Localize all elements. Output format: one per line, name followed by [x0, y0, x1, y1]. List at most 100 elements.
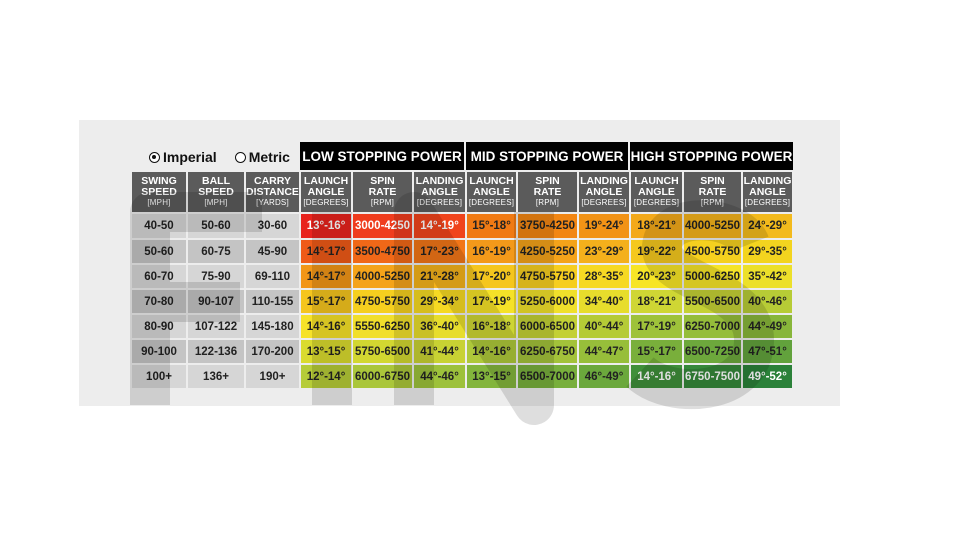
low-landing-angle-cell: 17°-23° — [414, 240, 465, 263]
carry-distance-cell: 110-155 — [246, 290, 299, 313]
mid-landing-angle-cell: 34°-40° — [579, 290, 629, 313]
high-spin-rate-cell: 4500-5750 — [684, 240, 741, 263]
low-landing-angle-cell: 41°-44° — [414, 340, 465, 363]
header-unit: [DEGREES] — [303, 198, 349, 207]
high-launch-angle-cell: 18°-21° — [631, 290, 682, 313]
low-launch-angle-cell: 14°-16° — [301, 315, 351, 338]
mid-spin-rate-cell: 4250-5250 — [518, 240, 577, 263]
header-title-line: RATE — [698, 186, 727, 198]
header-carry-distance: CARRY DISTANCE [YARDS] — [246, 172, 299, 212]
high-spin-rate-cell: 5000-6250 — [684, 265, 741, 288]
high-launch-angle-cell: 19°-22° — [631, 240, 682, 263]
high-landing-angle-cell: 29°-35° — [743, 240, 792, 263]
swing-speed-cell: 40-50 — [132, 214, 186, 238]
header-title-line: CARRY — [254, 175, 291, 187]
low-launch-angle-cell: 12°-14° — [301, 365, 351, 388]
carry-distance-cell: 145-180 — [246, 315, 299, 338]
low-launch-angle-cell: 15°-17° — [301, 290, 351, 313]
header-low-landing-angle: LANDING ANGLE [DEGREES] — [414, 172, 465, 212]
mid-landing-angle-cell: 46°-49° — [579, 365, 629, 388]
ball-speed-cell: 60-75 — [188, 240, 244, 263]
imperial-radio[interactable]: Imperial — [149, 149, 217, 165]
low-spin-rate-cell: 4000-5250 — [353, 265, 412, 288]
metric-radio[interactable]: Metric — [234, 149, 290, 165]
header-title-line: DISTANCE — [246, 186, 299, 198]
mid-spin-rate-cell: 6000-6500 — [518, 315, 577, 338]
header-title-line: RATE — [533, 186, 562, 198]
header-title-line: LAUNCH — [303, 175, 349, 187]
low-launch-angle-cell: 13°-15° — [301, 340, 351, 363]
mid-landing-angle-cell: 23°-29° — [579, 240, 629, 263]
imperial-label: Imperial — [163, 149, 217, 165]
header-high-launch-angle: LAUNCH ANGLE [DEGREES] — [631, 172, 682, 212]
high-landing-angle-cell: 47°-51° — [743, 340, 792, 363]
header-unit: [YARDS] — [256, 198, 289, 207]
header-title-line: RATE — [368, 186, 397, 198]
swing-speed-cell: 70-80 — [132, 290, 186, 313]
group-high-stopping-power: HIGH STOPPING POWER — [630, 142, 793, 170]
mid-launch-angle-cell: 16°-19° — [467, 240, 516, 263]
header-title-line: LANDING — [743, 175, 792, 187]
header-low-launch-angle: LAUNCH ANGLE [DEGREES] — [301, 172, 351, 212]
header-unit: [MPH] — [204, 198, 228, 207]
high-launch-angle-cell: 15°-17° — [631, 340, 682, 363]
mid-landing-angle-cell: 19°-24° — [579, 214, 629, 238]
carry-distance-cell: 170-200 — [246, 340, 299, 363]
header-unit: [DEGREES] — [468, 198, 515, 207]
high-launch-angle-cell: 20°-23° — [631, 265, 682, 288]
header-title-line: SPEED — [141, 186, 177, 198]
ball-speed-cell: 75-90 — [188, 265, 244, 288]
header-high-landing-angle: LANDING ANGLE [DEGREES] — [743, 172, 792, 212]
carry-distance-cell: 69-110 — [246, 265, 299, 288]
header-unit: [RPM] — [370, 198, 395, 207]
high-landing-angle-cell: 24°-29° — [743, 214, 792, 238]
high-landing-angle-cell: 40°-46° — [743, 290, 792, 313]
low-spin-rate-cell: 4750-5750 — [353, 290, 412, 313]
header-title-line: ANGLE — [749, 186, 786, 198]
metric-label: Metric — [248, 149, 290, 165]
ball-speed-cell: 107-122 — [188, 315, 244, 338]
mid-launch-angle-cell: 17°-20° — [467, 265, 516, 288]
mid-launch-angle-cell: 16°-18° — [467, 315, 516, 338]
header-title-line: LAUNCH — [469, 175, 514, 187]
mid-spin-rate-cell: 6500-7000 — [518, 365, 577, 388]
header-title-line: SPEED — [198, 186, 234, 198]
carry-distance-cell: 30-60 — [246, 214, 299, 238]
swing-speed-cell: 100+ — [132, 365, 186, 388]
high-spin-rate-cell: 4000-5250 — [684, 214, 741, 238]
high-spin-rate-cell: 6750-7500 — [684, 365, 741, 388]
header-high-spin-rate: SPIN RATE [RPM] — [684, 172, 741, 212]
swing-speed-cell: 50-60 — [132, 240, 186, 263]
header-unit: [DEGREES] — [744, 198, 791, 207]
low-landing-angle-cell: 29°-34° — [414, 290, 465, 313]
low-landing-angle-cell: 44°-46° — [414, 365, 465, 388]
header-unit: [RPM] — [700, 198, 725, 207]
header-title-line: SPIN — [535, 175, 560, 187]
header-unit: [MPH] — [147, 198, 171, 207]
low-spin-rate-cell: 3000-4250 — [353, 214, 412, 238]
mid-spin-rate-cell: 6250-6750 — [518, 340, 577, 363]
mid-landing-angle-cell: 44°-47° — [579, 340, 629, 363]
header-low-spin-rate: SPIN RATE [RPM] — [353, 172, 412, 212]
header-ball-speed: BALL SPEED [MPH] — [188, 172, 244, 212]
mid-launch-angle-cell: 17°-19° — [467, 290, 516, 313]
high-launch-angle-cell: 18°-21° — [631, 214, 682, 238]
mid-spin-rate-cell: 3750-4250 — [518, 214, 577, 238]
header-mid-spin-rate: SPIN RATE [RPM] — [518, 172, 577, 212]
carry-distance-cell: 45-90 — [246, 240, 299, 263]
header-title-line: ANGLE — [473, 186, 510, 198]
high-launch-angle-cell: 17°-19° — [631, 315, 682, 338]
high-landing-angle-cell: 44°-49° — [743, 315, 792, 338]
high-spin-rate-cell: 6500-7250 — [684, 340, 741, 363]
header-title-line: ANGLE — [307, 186, 345, 198]
ball-speed-cell: 122-136 — [188, 340, 244, 363]
header-title-line: BALL — [202, 175, 230, 187]
radio-selected-icon — [149, 151, 160, 163]
header-title-line: ANGLE — [585, 186, 623, 198]
low-spin-rate-cell: 5750-6500 — [353, 340, 412, 363]
low-landing-angle-cell: 14°-19° — [414, 214, 465, 238]
low-landing-angle-cell: 36°-40° — [414, 315, 465, 338]
swing-speed-cell: 80-90 — [132, 315, 186, 338]
high-landing-angle-cell: 49°-52° — [743, 365, 792, 388]
low-launch-angle-cell: 13°-16° — [301, 214, 351, 238]
